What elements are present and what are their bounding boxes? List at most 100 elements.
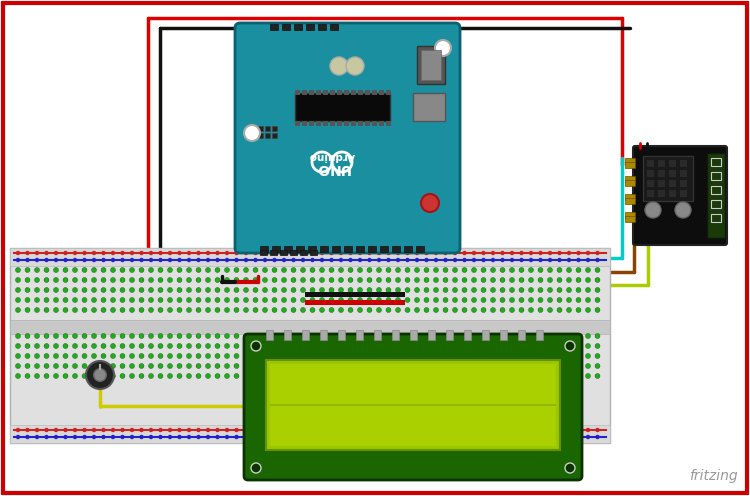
Circle shape bbox=[253, 364, 258, 369]
Circle shape bbox=[424, 364, 429, 369]
Circle shape bbox=[443, 288, 448, 293]
Bar bbox=[680, 180, 687, 187]
Circle shape bbox=[158, 251, 163, 255]
Circle shape bbox=[215, 428, 220, 432]
Circle shape bbox=[443, 251, 448, 255]
Circle shape bbox=[424, 288, 429, 293]
Circle shape bbox=[158, 428, 163, 432]
Bar bbox=[379, 121, 384, 126]
Circle shape bbox=[358, 428, 362, 432]
Bar bbox=[330, 90, 335, 95]
Circle shape bbox=[244, 288, 248, 293]
Circle shape bbox=[346, 57, 364, 75]
Circle shape bbox=[16, 288, 20, 293]
Circle shape bbox=[509, 344, 515, 349]
Circle shape bbox=[386, 435, 391, 439]
Circle shape bbox=[120, 251, 124, 255]
Circle shape bbox=[529, 333, 533, 338]
Bar bbox=[270, 404, 556, 406]
Circle shape bbox=[595, 354, 600, 359]
Circle shape bbox=[490, 364, 496, 369]
Bar bbox=[647, 190, 654, 197]
Circle shape bbox=[376, 288, 382, 293]
Circle shape bbox=[272, 277, 277, 283]
Circle shape bbox=[206, 258, 210, 262]
Bar bbox=[308, 246, 316, 252]
Circle shape bbox=[101, 354, 106, 359]
Circle shape bbox=[158, 354, 163, 359]
Circle shape bbox=[415, 288, 419, 293]
Circle shape bbox=[291, 258, 296, 262]
Circle shape bbox=[472, 251, 476, 255]
Circle shape bbox=[101, 267, 106, 272]
Circle shape bbox=[481, 277, 486, 283]
Circle shape bbox=[130, 267, 134, 272]
Circle shape bbox=[63, 364, 68, 369]
Circle shape bbox=[244, 277, 248, 283]
Circle shape bbox=[452, 344, 458, 349]
Circle shape bbox=[376, 333, 382, 338]
Circle shape bbox=[557, 308, 562, 312]
Bar bbox=[295, 93, 390, 121]
Bar bbox=[10, 248, 610, 266]
Bar bbox=[316, 90, 321, 95]
Bar bbox=[302, 330, 309, 340]
Circle shape bbox=[167, 267, 172, 272]
Circle shape bbox=[368, 428, 372, 432]
Circle shape bbox=[566, 364, 572, 369]
Circle shape bbox=[25, 277, 30, 283]
Circle shape bbox=[443, 267, 448, 272]
Circle shape bbox=[110, 298, 116, 303]
Circle shape bbox=[101, 364, 106, 369]
Circle shape bbox=[177, 428, 182, 432]
Bar bbox=[374, 330, 381, 340]
Circle shape bbox=[435, 40, 451, 56]
Circle shape bbox=[34, 267, 40, 272]
Circle shape bbox=[16, 251, 20, 255]
Circle shape bbox=[424, 298, 429, 303]
Circle shape bbox=[148, 288, 154, 293]
Circle shape bbox=[481, 308, 486, 312]
Bar bbox=[302, 90, 307, 95]
Circle shape bbox=[320, 333, 325, 338]
Circle shape bbox=[225, 258, 230, 262]
Circle shape bbox=[34, 428, 39, 432]
Bar bbox=[365, 121, 370, 126]
Bar bbox=[372, 121, 377, 126]
Circle shape bbox=[196, 298, 201, 303]
Circle shape bbox=[291, 373, 296, 378]
Circle shape bbox=[586, 373, 590, 378]
Circle shape bbox=[443, 354, 448, 359]
Circle shape bbox=[386, 333, 391, 338]
Circle shape bbox=[538, 298, 543, 303]
Circle shape bbox=[548, 333, 553, 338]
Circle shape bbox=[472, 267, 476, 272]
Bar bbox=[300, 250, 307, 255]
Circle shape bbox=[405, 344, 410, 349]
Circle shape bbox=[82, 267, 87, 272]
Circle shape bbox=[566, 267, 572, 272]
Circle shape bbox=[215, 258, 220, 262]
Circle shape bbox=[25, 344, 30, 349]
Circle shape bbox=[529, 288, 533, 293]
Circle shape bbox=[329, 267, 334, 272]
Circle shape bbox=[16, 308, 20, 312]
Circle shape bbox=[253, 277, 258, 283]
Circle shape bbox=[25, 298, 30, 303]
Circle shape bbox=[139, 333, 144, 338]
Circle shape bbox=[53, 344, 58, 349]
Circle shape bbox=[281, 298, 286, 303]
Circle shape bbox=[405, 308, 410, 312]
Circle shape bbox=[490, 298, 496, 303]
Circle shape bbox=[224, 267, 230, 272]
Circle shape bbox=[386, 428, 391, 432]
Circle shape bbox=[63, 298, 68, 303]
Circle shape bbox=[224, 277, 230, 283]
Circle shape bbox=[462, 333, 467, 338]
Circle shape bbox=[529, 428, 533, 432]
Circle shape bbox=[120, 308, 125, 312]
Circle shape bbox=[482, 251, 486, 255]
Circle shape bbox=[348, 258, 352, 262]
Circle shape bbox=[338, 288, 344, 293]
Circle shape bbox=[215, 298, 220, 303]
